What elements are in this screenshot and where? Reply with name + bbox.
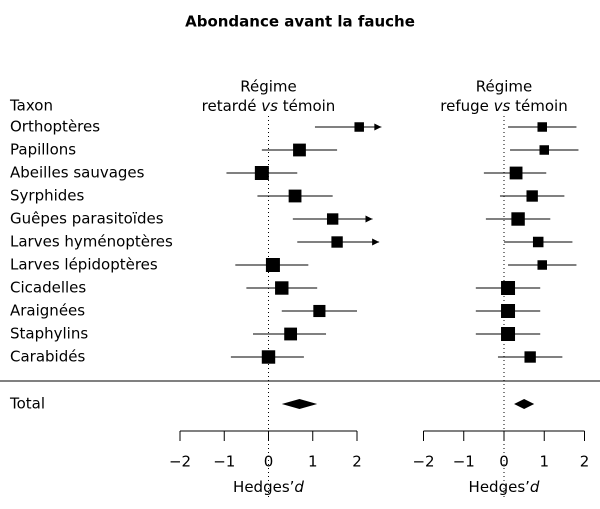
panel-header: refuge vs témoin (440, 97, 567, 115)
truncation-arrow (372, 238, 380, 246)
estimate-square (265, 258, 280, 272)
estimate-square (501, 304, 516, 318)
x-label: Hedges’ (469, 478, 530, 496)
estimate-square (261, 350, 276, 364)
estimate-square (293, 143, 306, 157)
category-label: Guêpes parasitoïdes (10, 210, 164, 228)
estimate-square (526, 190, 538, 202)
category-label: Papillons (10, 141, 76, 159)
panel-header-top: Régime (240, 78, 297, 96)
estimate-square (284, 327, 298, 341)
x-tick-label: −2 (169, 453, 191, 471)
x-tick-label: 2 (352, 453, 362, 471)
estimate-square (532, 236, 544, 248)
category-label: Araignées (10, 302, 85, 320)
panel-header-top: Régime (476, 78, 533, 96)
x-label: Hedges’ (233, 478, 294, 496)
header-left: retardé (202, 97, 257, 115)
estimate-square (537, 260, 547, 270)
header-right: témoin (283, 97, 336, 115)
header-left: refuge (440, 97, 489, 115)
x-tick-label: 1 (539, 453, 549, 471)
category-label: Larves lépidoptères (10, 256, 158, 274)
x-tick-label: −1 (453, 453, 475, 471)
category-label: Cicadelles (10, 279, 86, 297)
total-label: Total (9, 395, 45, 413)
truncation-arrow (365, 215, 373, 223)
estimate-square (326, 213, 339, 225)
total-diamond (281, 399, 318, 409)
estimate-square (509, 166, 523, 180)
x-tick-label: 0 (264, 453, 274, 471)
x-tick-label: 1 (308, 453, 318, 471)
category-label: Larves hyménoptères (10, 233, 173, 251)
estimate-square (501, 281, 516, 295)
x-tick-label: 0 (499, 453, 509, 471)
estimate-square (524, 351, 536, 363)
estimate-square (313, 304, 326, 318)
x-tick-label: −1 (213, 453, 235, 471)
row-header: Taxon (9, 97, 53, 115)
panel-header: retardé vs témoin (202, 97, 336, 115)
category-label: Staphylins (10, 325, 88, 343)
x-axis-label: Hedges’d (233, 478, 304, 496)
x-label-var: d (294, 478, 304, 496)
header-right: témoin (515, 97, 568, 115)
x-axis-label: Hedges’d (469, 478, 540, 496)
category-label: Syrphides (10, 187, 85, 205)
estimate-square (501, 327, 516, 341)
estimate-square (354, 122, 364, 132)
header-vs: vs (494, 97, 511, 115)
header-vs: vs (261, 97, 278, 115)
estimate-square (511, 212, 525, 226)
estimate-square (254, 166, 269, 180)
x-tick-label: 2 (580, 453, 590, 471)
estimate-square (288, 189, 302, 203)
x-tick-label: −2 (412, 453, 434, 471)
estimate-square (539, 145, 549, 155)
x-label-var: d (530, 478, 540, 496)
estimate-square (275, 281, 289, 295)
category-label: Orthoptères (10, 118, 100, 136)
total-diamond (514, 399, 535, 409)
truncation-arrow (374, 123, 382, 131)
estimate-square (331, 236, 343, 248)
category-label: Abeilles sauvages (10, 164, 145, 182)
estimate-square (537, 122, 547, 132)
chart-title: Abondance avant la fauche (185, 13, 415, 31)
category-label: Carabidés (10, 348, 85, 366)
